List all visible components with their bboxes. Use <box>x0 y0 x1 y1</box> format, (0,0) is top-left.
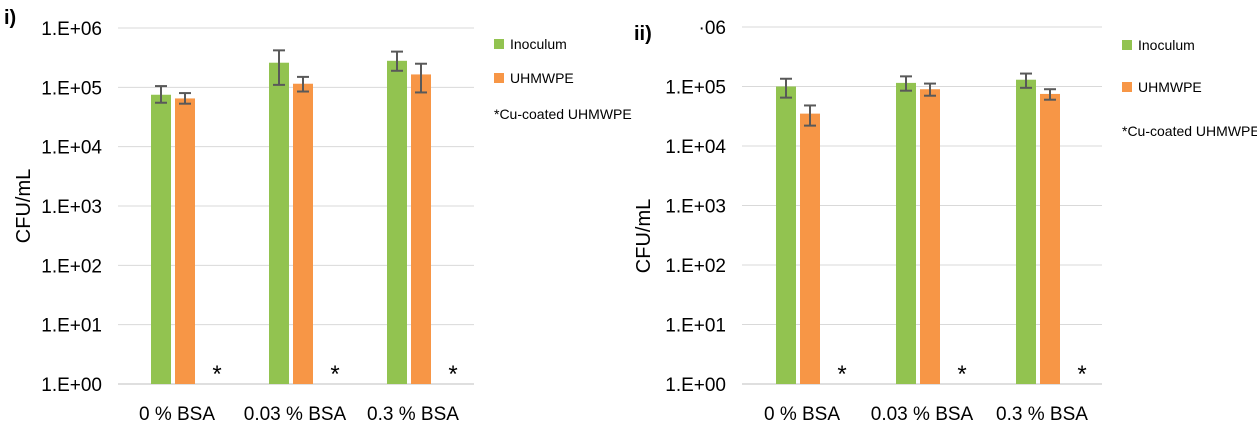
y-tick-label: 1.E+00 <box>665 375 726 396</box>
x-tick-label: 0.3 % BSA <box>367 404 459 425</box>
panel-label: i) <box>4 7 16 29</box>
y-axis-label: CFU/mL <box>633 199 655 273</box>
legend-label: UHMWPE <box>1138 79 1202 95</box>
bar-inoculum <box>151 94 171 384</box>
cu-coated-star-marker: * <box>957 361 966 388</box>
x-tick-label: 0.03 % BSA <box>244 404 347 425</box>
bar-uhmwpe <box>175 98 195 384</box>
bar-uhmwpe <box>800 113 820 384</box>
x-tick-label: 0.03 % BSA <box>871 404 974 425</box>
legend-swatch <box>1122 82 1132 92</box>
bar-inoculum <box>896 82 916 384</box>
x-tick-label: 0 % BSA <box>139 404 215 425</box>
y-tick-label: 1.E+00 <box>41 375 102 396</box>
bar-inoculum <box>269 62 289 385</box>
y-tick-label: 1.E+02 <box>665 256 726 277</box>
bar-uhmwpe <box>1040 93 1060 385</box>
bar-uhmwpe <box>920 89 940 385</box>
bar-inoculum <box>387 60 407 385</box>
bar-inoculum <box>1016 79 1036 384</box>
y-tick-label: 1.E+04 <box>665 137 726 158</box>
x-tick-label: 0 % BSA <box>764 404 840 425</box>
y-tick-label: 1.E+02 <box>41 256 102 277</box>
cu-coated-star-marker: * <box>1077 361 1086 388</box>
legend-label: Inoculum <box>1138 37 1195 53</box>
chart-panel-ii: ii) CFU/mL 1.E+00 1.E+01 1.E+02 1.E+03 1.E+0… <box>633 18 1257 425</box>
y-tick-label: 1.E+03 <box>665 197 726 218</box>
y-tick-label: ·06 <box>699 18 726 39</box>
y-tick-label: 1.E+04 <box>41 138 102 159</box>
legend-label: Inoculum <box>510 36 567 52</box>
cu-coated-star-marker: * <box>330 361 339 388</box>
legend-swatch <box>1122 40 1132 50</box>
bar-uhmwpe <box>411 74 431 384</box>
bar-inoculum <box>776 86 796 384</box>
x-tick-label: 0.3 % BSA <box>996 404 1088 425</box>
legend-label: UHMWPE <box>510 70 574 86</box>
y-tick-label: 1.E+05 <box>665 78 726 99</box>
legend-swatch <box>494 39 504 49</box>
panel-label: ii) <box>634 23 652 45</box>
cu-coated-star-marker: * <box>212 361 221 388</box>
cu-coated-star-marker: * <box>837 361 846 388</box>
y-tick-label: 1.E+01 <box>665 316 726 337</box>
legend-label: *Cu-coated UHMWPE <box>1122 123 1257 139</box>
y-tick-label: 1.E+01 <box>41 316 102 337</box>
legend-label: *Cu-coated UHMWPE <box>494 106 632 122</box>
bar-uhmwpe <box>293 83 313 384</box>
legend-swatch <box>494 73 504 83</box>
y-tick-label: 1.E+06 <box>41 19 102 40</box>
y-tick-label: 1.E+05 <box>41 78 102 99</box>
chart-panel-i: i) CFU/mL 1.E+00 1.E+01 1.E+02 1.E+03 1.E+04… <box>4 7 632 425</box>
y-tick-label: 1.E+03 <box>41 197 102 218</box>
y-axis-label: CFU/mL <box>13 169 35 243</box>
cu-coated-star-marker: * <box>448 361 457 388</box>
